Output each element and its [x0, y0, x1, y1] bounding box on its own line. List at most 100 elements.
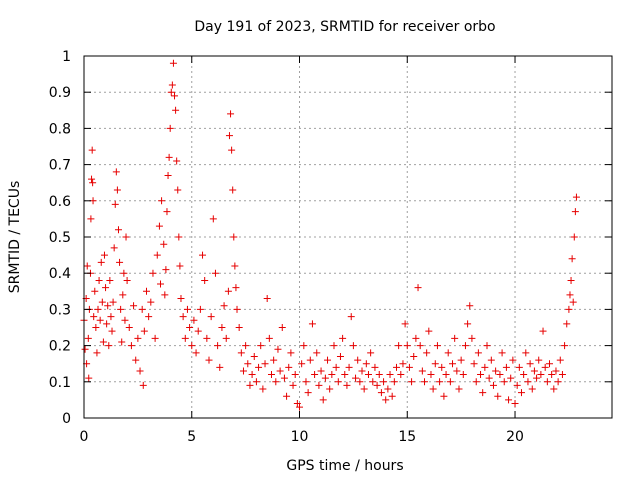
data-point [565, 305, 573, 313]
data-point [89, 179, 97, 187]
data-point [162, 266, 170, 274]
data-point [261, 360, 269, 368]
data-point [546, 360, 554, 368]
x-tick-label: 10 [291, 429, 309, 445]
data-point [231, 262, 239, 270]
data-point [431, 360, 439, 368]
data-point [464, 320, 472, 328]
data-point [118, 338, 126, 346]
data-point [438, 363, 446, 371]
data-point [229, 186, 237, 194]
data-point [349, 342, 357, 350]
data-point [457, 356, 465, 364]
data-point [103, 320, 111, 328]
data-point [167, 88, 175, 96]
data-point [201, 276, 209, 284]
data-point [343, 381, 351, 389]
data-point [255, 363, 263, 371]
data-point [446, 378, 454, 386]
data-point [509, 356, 517, 364]
data-point [278, 324, 286, 331]
data-point [91, 287, 99, 295]
data-point [153, 251, 161, 259]
axis-ticks [83, 55, 612, 419]
data-point [127, 342, 135, 350]
data-point [507, 374, 515, 382]
data-point [123, 276, 131, 284]
data-point [95, 276, 103, 284]
data-point [302, 378, 310, 386]
data-point [283, 392, 291, 400]
data-point [298, 360, 306, 368]
data-point [470, 360, 478, 368]
plot-frame [83, 55, 613, 419]
data-point [220, 302, 228, 310]
data-point [517, 389, 525, 397]
data-point [267, 371, 275, 379]
data-point [207, 313, 215, 321]
data-point [244, 360, 252, 368]
data-point [341, 371, 349, 379]
data-point [265, 334, 273, 342]
data-point [203, 334, 211, 342]
data-point [263, 295, 271, 303]
data-point [289, 381, 297, 389]
data-point [192, 349, 200, 357]
y-tick-labels: 0 0.1 0.2 0.3 0.4 0.5 0.6 0.7 0.8 0.9 1 [49, 49, 71, 427]
data-point [85, 374, 93, 382]
data-point [134, 334, 142, 342]
data-point [328, 371, 336, 379]
data-point [494, 392, 502, 400]
data-point [442, 371, 450, 379]
data-point [175, 233, 183, 241]
data-point [122, 233, 130, 241]
y-tick-label: 0.3 [49, 302, 71, 318]
data-point [120, 269, 128, 277]
data-point [550, 385, 558, 393]
data-point [489, 381, 497, 389]
data-point [425, 327, 433, 335]
data-point [232, 284, 240, 292]
data-point [304, 389, 312, 397]
data-point [311, 371, 319, 379]
data-point [163, 208, 171, 216]
data-point [418, 367, 426, 375]
y-tick-label: 0.4 [49, 266, 71, 282]
data-point [522, 349, 530, 357]
data-point [139, 381, 147, 389]
data-point [530, 367, 538, 375]
data-point [336, 352, 344, 360]
data-point [481, 363, 489, 371]
data-point [155, 222, 163, 230]
data-point [567, 276, 575, 284]
data-point [515, 363, 523, 371]
data-point [276, 367, 284, 375]
data-point [330, 342, 338, 350]
data-point [205, 356, 213, 364]
data-point [332, 363, 340, 371]
data-point [142, 287, 150, 295]
data-point [239, 367, 247, 375]
data-point [541, 363, 549, 371]
data-point [561, 342, 569, 350]
y-tick-label: 0.5 [49, 230, 71, 246]
y-tick-label: 0.9 [49, 85, 71, 101]
data-point [88, 146, 96, 154]
data-point [492, 367, 500, 375]
data-point [149, 269, 157, 277]
x-tick-label: 0 [80, 429, 89, 445]
data-point [100, 251, 108, 259]
data-point [84, 334, 92, 342]
data-point [165, 153, 173, 161]
data-point [102, 284, 110, 292]
y-tick-label: 0.2 [49, 339, 71, 355]
data-point [81, 345, 89, 353]
data-point [190, 316, 198, 324]
data-point [188, 342, 196, 350]
data-point [259, 385, 267, 393]
data-point [242, 342, 250, 350]
data-point [533, 374, 541, 382]
data-point [96, 316, 104, 324]
data-point [414, 284, 422, 292]
data-point [395, 342, 403, 350]
